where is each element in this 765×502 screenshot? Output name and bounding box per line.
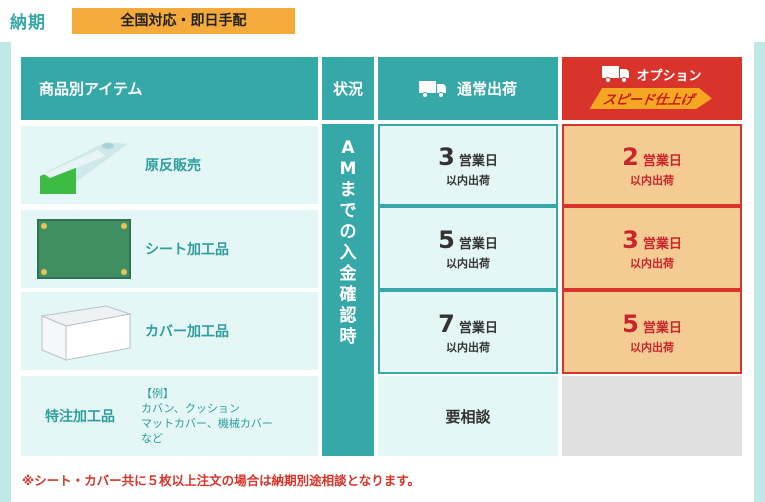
status-char: 入 bbox=[339, 243, 357, 263]
header-option: オプション スピード仕上げ bbox=[562, 57, 742, 120]
option-cell-sheet: 3 営業日 以内出荷 bbox=[562, 206, 742, 290]
status-char: 認 bbox=[339, 306, 357, 326]
header-status-label: 状況 bbox=[332, 80, 363, 98]
normal-cell-special: 要相談 bbox=[378, 374, 558, 456]
header-label: 納期 bbox=[10, 13, 46, 33]
days-number: 3 bbox=[622, 225, 639, 254]
status-char: で bbox=[339, 201, 357, 221]
days-sub: 以内出荷 bbox=[446, 340, 490, 354]
cover-image bbox=[36, 298, 132, 364]
row-item-fabric: 原反販売 bbox=[21, 124, 318, 204]
speed-badge: スピード仕上げ bbox=[590, 88, 714, 109]
days-sub: 以内出荷 bbox=[630, 340, 674, 354]
sheet-image bbox=[36, 216, 132, 282]
status-char: の bbox=[339, 222, 357, 242]
header-option-small: オプション bbox=[636, 68, 702, 84]
example-line: など bbox=[141, 432, 163, 445]
example-line: マットカバー、機械カバー bbox=[141, 417, 273, 430]
status-char: M bbox=[339, 159, 357, 179]
fabric-roll-image bbox=[36, 132, 132, 198]
option-cell-special bbox=[562, 374, 742, 456]
days-unit: 営業日 bbox=[458, 320, 498, 336]
truck-icon bbox=[418, 80, 447, 98]
header-items-label: 商品別アイテム bbox=[39, 80, 143, 98]
option-cell-fabric: 2 営業日 以内出荷 bbox=[562, 124, 742, 206]
header-normal: 通常出荷 bbox=[378, 57, 558, 120]
option-cell-cover: 5 営業日 以内出荷 bbox=[562, 290, 742, 374]
row-item-sheet: シート加工品 bbox=[21, 208, 318, 288]
row-item-special: 特注加工品 【例】 カバン、クッション マットカバー、機械カバー など bbox=[21, 374, 318, 456]
status-char: ま bbox=[339, 180, 357, 200]
days-unit: 営業日 bbox=[458, 153, 498, 169]
status-char: 時 bbox=[339, 327, 357, 347]
header-badge: 全国対応・即日手配 bbox=[72, 8, 295, 34]
days-sub: 以内出荷 bbox=[630, 256, 674, 270]
header-items: 商品別アイテム bbox=[21, 57, 318, 120]
days-number: 5 bbox=[622, 309, 639, 338]
header: 納期 全国対応・即日手配 bbox=[0, 0, 765, 42]
days-sub: 以内出荷 bbox=[446, 256, 490, 270]
days-number: 7 bbox=[438, 309, 455, 338]
normal-cell-cover: 7 営業日 以内出荷 bbox=[378, 290, 558, 374]
row-item-label: カバー加工品 bbox=[145, 324, 229, 340]
special-examples: 【例】 カバン、クッション マットカバー、機械カバー など bbox=[141, 386, 273, 446]
days-number: 3 bbox=[438, 142, 455, 171]
days-unit: 営業日 bbox=[458, 236, 498, 252]
example-title: 【例】 bbox=[141, 387, 174, 400]
days-unit: 営業日 bbox=[642, 236, 682, 252]
header-normal-label: 通常出荷 bbox=[456, 80, 517, 98]
example-line: カバン、クッション bbox=[141, 402, 240, 415]
row-item-label: シート加工品 bbox=[145, 242, 229, 258]
days-sub: 以内出荷 bbox=[630, 173, 674, 187]
consult-text: 要相談 bbox=[445, 407, 491, 426]
status-column: A M ま で の 入 金 確 認 時 bbox=[322, 124, 374, 456]
days-sub: 以内出荷 bbox=[446, 173, 490, 187]
row-item-label: 原反販売 bbox=[145, 158, 201, 174]
special-label: 特注加工品 bbox=[45, 409, 115, 425]
days-unit: 営業日 bbox=[642, 153, 682, 169]
row-item-cover: カバー加工品 bbox=[21, 290, 318, 370]
normal-cell-fabric: 3 営業日 以内出荷 bbox=[378, 124, 558, 206]
footnote: ※シート・カバー共に５枚以上注文の場合は納期別途相談となります。 bbox=[22, 473, 421, 488]
days-number: 5 bbox=[438, 225, 455, 254]
header-status: 状況 bbox=[322, 57, 374, 120]
days-unit: 営業日 bbox=[642, 320, 682, 336]
status-char: 確 bbox=[339, 285, 357, 305]
truck-icon bbox=[602, 65, 630, 83]
status-char: 金 bbox=[339, 264, 357, 284]
days-number: 2 bbox=[622, 142, 639, 171]
normal-cell-sheet: 5 営業日 以内出荷 bbox=[378, 206, 558, 290]
status-char: A bbox=[341, 138, 355, 158]
